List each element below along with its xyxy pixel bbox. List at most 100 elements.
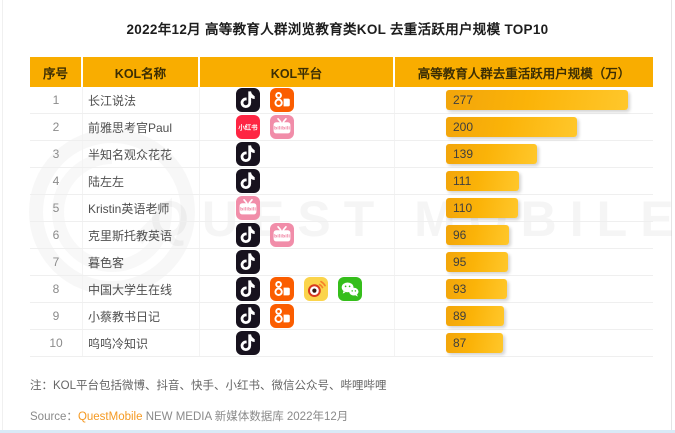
svg-text:bilibili: bilibili [274,234,290,240]
value-cell: 111 [395,168,653,194]
rank-cell: 10 [30,330,83,356]
platform-cell [200,330,395,356]
table-row: 5 Kristin英语老师 bilibili 110 [30,195,653,222]
rank-cell: 4 [30,168,83,194]
kuaishou-icon [270,88,294,112]
page-title: 2022年12月 高等教育人群浏览教育类KOL 去重活跃用户规模 TOP10 [126,22,549,37]
value-label: 200 [453,120,474,134]
kol-name-cell: 中国大学生在线 [83,276,200,302]
kol-name-cell: 小蔡教书日记 [83,303,200,329]
value-bar: 111 [446,171,519,191]
platform-cell [200,249,395,275]
platform-cell: 小红书 bilibili [200,114,395,140]
kuaishou-icon [270,277,294,301]
kol-name-cell: 陆左左 [83,168,200,194]
weibo-icon [304,277,328,301]
kol-name-cell: 长江说法 [83,87,200,113]
source-label: Source： [30,411,78,423]
table-row: 7 暮色客 95 [30,249,653,276]
kuaishou-icon [270,304,294,328]
douyin-icon [236,142,260,166]
douyin-icon [236,169,260,193]
value-bar: 110 [446,198,518,218]
column-header: KOL名称 [83,57,200,87]
value-bar: 89 [446,306,504,326]
rank-cell: 1 [30,87,83,113]
value-cell: 87 [395,330,653,356]
platform-cell [200,87,395,113]
rank-cell: 7 [30,249,83,275]
value-cell: 93 [395,276,653,302]
kol-name-cell: Kristin英语老师 [83,195,200,221]
source-line: Source：QuestMobile NEW MEDIA 新媒体数据库 2022… [30,408,348,424]
douyin-icon [236,223,260,247]
column-header: KOL平台 [200,57,395,87]
value-label: 96 [453,228,467,242]
table-row: 2 前雅思考官Paul 小红书 bilibili 200 [30,114,653,141]
wechat-icon [338,277,362,301]
bilibili-icon: bilibili [270,115,294,139]
xiaohongshu-icon: 小红书 [236,115,260,139]
kol-name-cell: 呜呜冷知识 [83,330,200,356]
value-bar: 139 [446,144,537,164]
table-row: 8 中国大学生在线 93 [30,276,653,303]
value-label: 277 [453,93,474,107]
rank-cell: 9 [30,303,83,329]
table-row: 3 半知名观众花花 139 [30,141,653,168]
kol-name-cell: 克里斯托教英语 [83,222,200,248]
rank-cell: 8 [30,276,83,302]
value-label: 139 [453,147,474,161]
value-label: 111 [453,174,472,188]
platform-cell: bilibili [200,195,395,221]
platform-cell [200,141,395,167]
value-label: 89 [453,309,467,323]
footer-strip [0,430,675,433]
value-cell: 95 [395,249,653,275]
bilibili-icon: bilibili [236,196,260,220]
value-cell: 89 [395,303,653,329]
value-bar: 200 [446,117,577,137]
kol-ranking-table: 序号 KOL名称 KOL平台 高等教育人群去重活跃用户规模（万） 1 长江说法 277 2… [30,57,653,357]
value-cell: 139 [395,141,653,167]
table-row: 4 陆左左 111 [30,168,653,195]
value-cell: 200 [395,114,653,140]
svg-text:bilibili: bilibili [274,126,290,132]
rank-cell: 5 [30,195,83,221]
column-header: 序号 [30,57,83,87]
value-bar: 93 [446,279,507,299]
value-label: 87 [453,336,467,350]
value-bar: 95 [446,252,508,272]
value-bar: 96 [446,225,509,245]
source-brand: QuestMobile [77,411,143,423]
platform-cell [200,303,395,329]
table-row: 9 小蔡教书日记 89 [30,303,653,330]
value-label: 110 [453,201,473,215]
platform-cell [200,168,395,194]
platform-cell: bilibili [200,222,395,248]
douyin-icon [236,277,260,301]
column-header: 高等教育人群去重活跃用户规模（万） [417,66,631,81]
table-row: 10 呜呜冷知识 87 [30,330,653,357]
table-row: 6 克里斯托教英语 bilibili 96 [30,222,653,249]
table-body: 1 长江说法 277 2 前雅思考官Paul 小红书 bilibili 200 3 半知名观众… [30,87,653,357]
source-text: NEW MEDIA 新媒体数据库 2022年12月 [142,411,349,423]
rank-cell: 2 [30,114,83,140]
value-bar: 277 [446,90,628,110]
kol-name-cell: 半知名观众花花 [83,141,200,167]
douyin-icon [236,88,260,112]
value-cell: 110 [395,195,653,221]
svg-text:小红书: 小红书 [238,122,258,131]
value-cell: 96 [395,222,653,248]
table-header-row: 序号 KOL名称 KOL平台 高等教育人群去重活跃用户规模（万） [30,57,653,87]
value-label: 93 [453,282,467,296]
value-bar: 87 [446,333,503,353]
footnote: 注：KOL平台包括微博、抖音、快手、小红书、微信公众号、哔哩哔哩 [30,380,387,392]
bilibili-icon: bilibili [270,223,294,247]
douyin-icon [236,250,260,274]
douyin-icon [236,331,260,355]
kol-name-cell: 前雅思考官Paul [83,114,200,140]
rank-cell: 3 [30,141,83,167]
platform-cell [200,276,395,302]
card-left-border [2,0,3,430]
svg-text:bilibili: bilibili [240,207,256,213]
